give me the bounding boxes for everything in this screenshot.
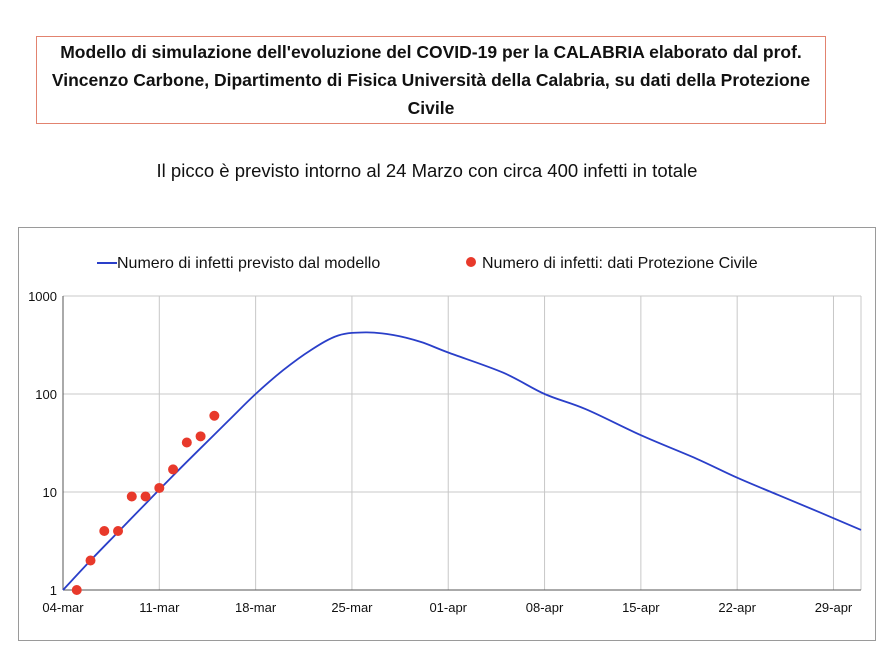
data-point — [113, 525, 124, 536]
chart-title-box: Modello di simulazione dell'evoluzione d… — [36, 36, 826, 124]
chart: 04-mar 11-mar 18-mar 25-mar 01-apr 08-apr 15-a… — [28, 255, 862, 615]
legend-label-data: Numero di infetti: dati Protezione Civil… — [482, 255, 758, 272]
data-point — [181, 437, 192, 448]
legend-swatch-data — [466, 257, 476, 267]
x-tick-label: 01-apr — [429, 600, 467, 615]
x-tick-label: 22-apr — [718, 600, 756, 615]
x-tick-label: 11-mar — [139, 600, 180, 615]
data-point — [154, 482, 165, 493]
x-tick-label: 15-apr — [622, 600, 660, 615]
data-point — [71, 585, 82, 595]
data-point — [195, 431, 206, 442]
series-line-model — [62, 331, 862, 591]
chart-frame: 04-mar 11-mar 18-mar 25-mar 01-apr 08-apr 15-a… — [18, 227, 876, 641]
y-tick-label: 100 — [35, 387, 57, 402]
x-tick-label: 29-apr — [815, 600, 853, 615]
x-tick-label: 25-mar — [331, 600, 373, 615]
data-point — [168, 464, 179, 475]
data-point — [126, 491, 137, 502]
data-point — [209, 410, 220, 421]
y-tick-label: 1000 — [28, 289, 57, 304]
x-tick-label: 04-mar — [42, 600, 84, 615]
data-point — [140, 491, 151, 502]
x-tick-label: 18-mar — [235, 600, 277, 615]
y-tick-label: 10 — [43, 485, 57, 500]
legend-label-model: Numero di infetti previsto dal modello — [117, 255, 380, 272]
data-point — [99, 525, 110, 536]
data-point — [85, 555, 96, 566]
x-tick-label: 08-apr — [526, 600, 564, 615]
y-tick-label: 1 — [50, 583, 57, 598]
chart-title: Modello di simulazione dell'evoluzione d… — [51, 42, 811, 118]
chart-subtitle: Il picco è previsto intorno al 24 Marzo … — [156, 160, 698, 181]
